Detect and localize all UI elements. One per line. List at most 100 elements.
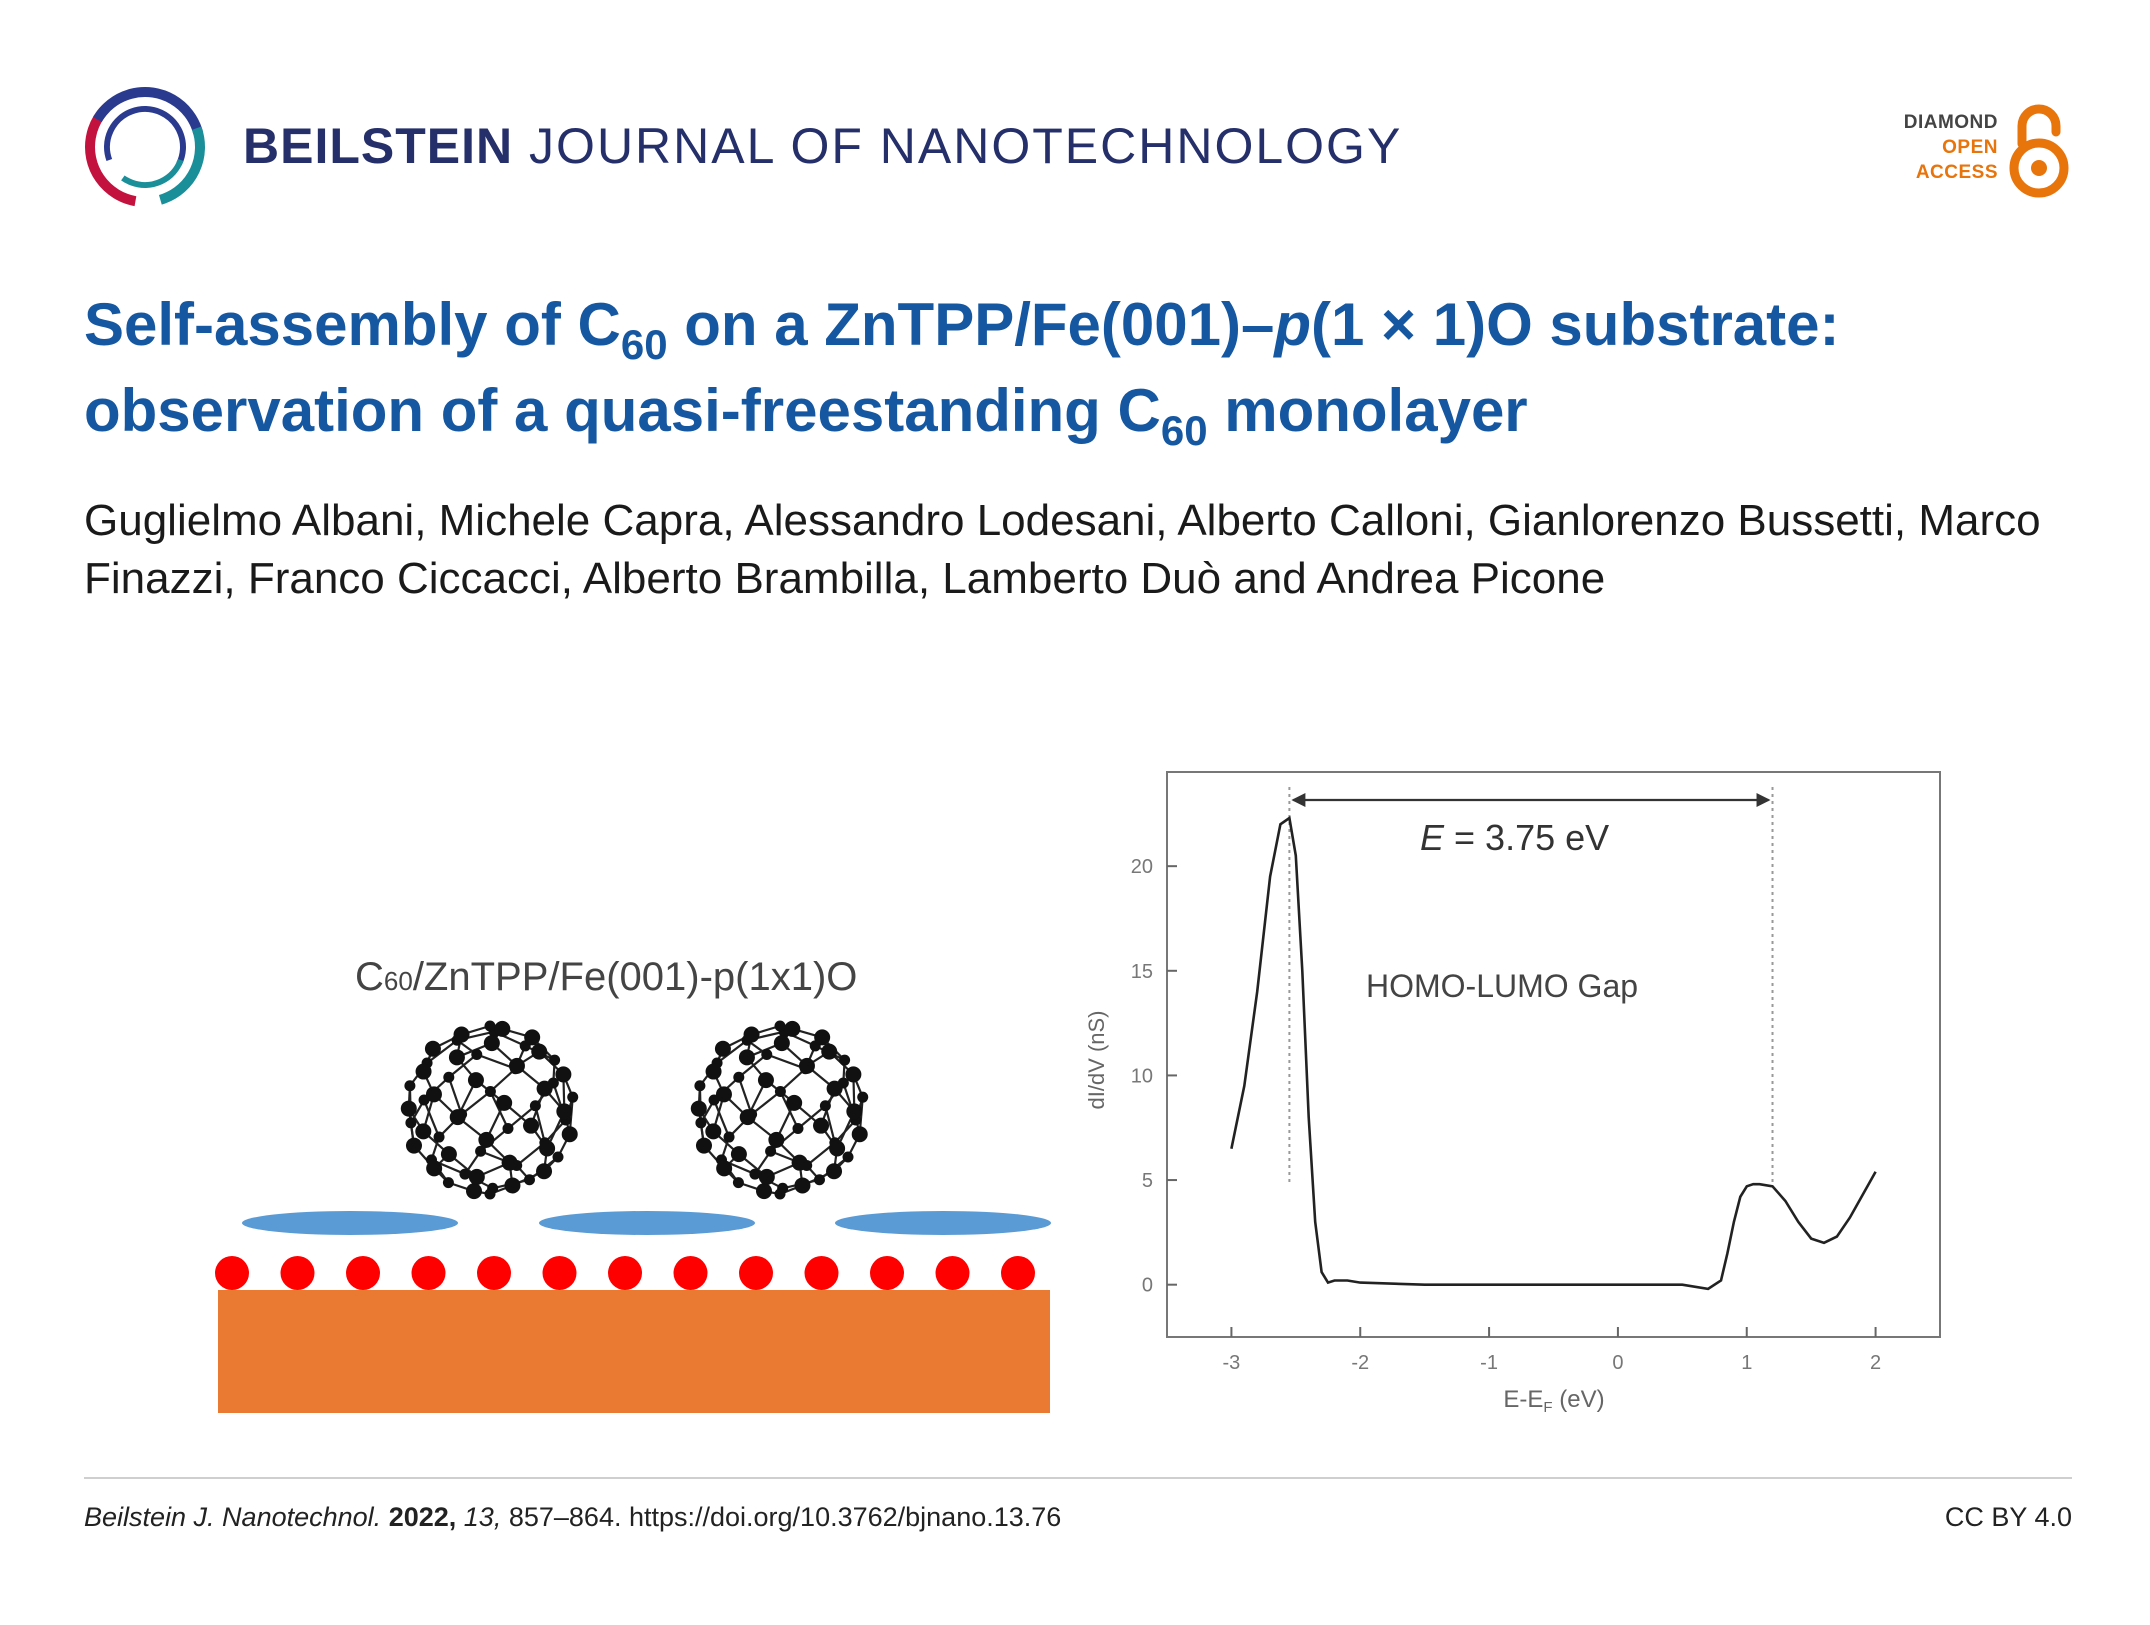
oa-line-diamond: DIAMOND [1903, 112, 1998, 133]
gap-energy-label: E = 3.75 eV [1420, 817, 1609, 858]
carbon-atom [842, 1151, 854, 1163]
carbon-atom [536, 1163, 553, 1180]
carbon-atom [529, 1100, 541, 1112]
y-axis-label: dI/dV (nS) [1084, 1010, 1109, 1109]
carbon-atom [705, 1123, 722, 1140]
x-tick-label: 2 [1870, 1352, 1881, 1374]
carbon-atom [732, 1177, 744, 1189]
carbon-atom [857, 1091, 869, 1103]
carbon-atom [449, 1109, 466, 1126]
oxygen-atom [215, 1256, 249, 1290]
carbon-atom [768, 1131, 785, 1148]
journal-title-bold: BEILSTEIN [243, 118, 514, 174]
carbon-atom [846, 1103, 863, 1120]
carbon-atom [549, 1054, 561, 1066]
plot-frame [1166, 771, 1941, 1338]
carbon-bond [713, 1099, 731, 1138]
carbon-atom [468, 1168, 485, 1185]
x-axis-label: E-EF (eV) [1503, 1386, 1604, 1416]
oxygen-atom [804, 1256, 839, 1290]
doi-link[interactable]: 857–864. https://doi.org/10.3762/bjnano.… [508, 1502, 1062, 1532]
carbon-bond [779, 1091, 799, 1129]
oa-line-access: ACCESS [1915, 162, 1998, 183]
carbon-atom [761, 1048, 773, 1060]
carbon-atom [791, 1154, 808, 1171]
carbon-atom [523, 1117, 540, 1134]
carbon-bond [447, 1076, 463, 1115]
open-lock-icon [2009, 104, 2069, 198]
carbon-atom [743, 1026, 760, 1043]
carbon-atom [475, 1145, 487, 1157]
carbon-atom [433, 1131, 445, 1143]
carbon-atom [749, 1168, 761, 1180]
fe-substrate [218, 1290, 1050, 1413]
carbon-atom [425, 1086, 442, 1103]
carbon-atom [695, 1137, 712, 1154]
carbon-atom [774, 1085, 786, 1097]
carbon-atom [415, 1063, 432, 1080]
carbon-atom [501, 1154, 518, 1171]
oxygen-atom [477, 1256, 511, 1290]
carbon-atom [723, 1131, 735, 1143]
oxygen-atom [1001, 1256, 1035, 1290]
porphyrin-disc [835, 1211, 1051, 1235]
carbon-atom [794, 1177, 811, 1194]
carbon-atom [839, 1054, 851, 1066]
carbon-bond [779, 1067, 807, 1093]
carbon-atom [405, 1117, 417, 1129]
carbon-atom [494, 1020, 511, 1037]
diamond-open-access-badge: DIAMOND OPEN ACCESS [1880, 100, 2070, 200]
carbon-atom [715, 1086, 732, 1103]
porphyrin-disc [242, 1211, 458, 1235]
carbon-atom [478, 1131, 495, 1148]
license-text: CC BY 4.0 [1944, 1502, 2072, 1532]
carbon-atom [556, 1103, 573, 1120]
carbon-atom [448, 1049, 465, 1066]
carbon-atom [508, 1057, 525, 1074]
x-tick-label: 0 [1612, 1352, 1623, 1374]
schematic: C60/ZnTPP/Fe(001)-p(1x1)O [215, 955, 1051, 1413]
y-tick-label: 0 [1142, 1275, 1153, 1297]
carbon-atom [813, 1174, 825, 1186]
carbon-atom [773, 1035, 790, 1052]
carbon-atom [443, 1071, 455, 1083]
citation: Beilstein J. Nanotechnol. 2022, 13, 857–… [84, 1502, 1062, 1532]
carbon-atom [561, 1126, 578, 1143]
carbon-atom [733, 1071, 745, 1083]
c60-molecule [400, 1020, 579, 1200]
carbon-atom [405, 1137, 422, 1154]
carbon-atom [442, 1177, 454, 1189]
x-tick-label: -2 [1351, 1352, 1369, 1374]
carbon-atom [786, 1094, 803, 1111]
porphyrin-disc [539, 1211, 755, 1235]
carbon-bond [738, 1053, 768, 1079]
oxygen-layer [215, 1256, 1035, 1290]
carbon-atom [523, 1174, 535, 1186]
y-tick-label: 20 [1131, 856, 1153, 878]
journal-title: BEILSTEIN JOURNAL OF NANOTECHNOLOGY [243, 117, 1402, 175]
schematic-label: C60/ZnTPP/Fe(001)-p(1x1)O [355, 955, 857, 999]
carbon-atom [536, 1080, 553, 1097]
oa-line-open: OPEN [1942, 137, 1998, 158]
carbon-atom [404, 1080, 416, 1092]
carbon-atom [826, 1163, 843, 1180]
carbon-atom [415, 1123, 432, 1140]
journal-title-rest: JOURNAL OF NANOTECHNOLOGY [529, 118, 1403, 174]
carbon-atom [738, 1049, 755, 1066]
carbon-atom [471, 1048, 483, 1060]
beilstein-logo-icon [85, 87, 205, 207]
carbon-atom [792, 1123, 804, 1135]
carbon-atom [440, 1146, 457, 1163]
oxygen-atom [673, 1256, 708, 1290]
carbon-atom [524, 1029, 541, 1046]
carbon-atom [730, 1146, 747, 1163]
carbon-bond [750, 1090, 782, 1116]
carbon-atom [539, 1140, 556, 1157]
journal-header: BEILSTEIN JOURNAL OF NANOTECHNOLOGY DIAM… [80, 80, 2070, 230]
carbon-atom [765, 1145, 777, 1157]
oxygen-atom [739, 1256, 773, 1290]
carbon-atom [552, 1151, 564, 1163]
carbon-atom [453, 1026, 470, 1043]
carbon-bond [716, 1039, 748, 1064]
carbon-atom [467, 1072, 484, 1089]
